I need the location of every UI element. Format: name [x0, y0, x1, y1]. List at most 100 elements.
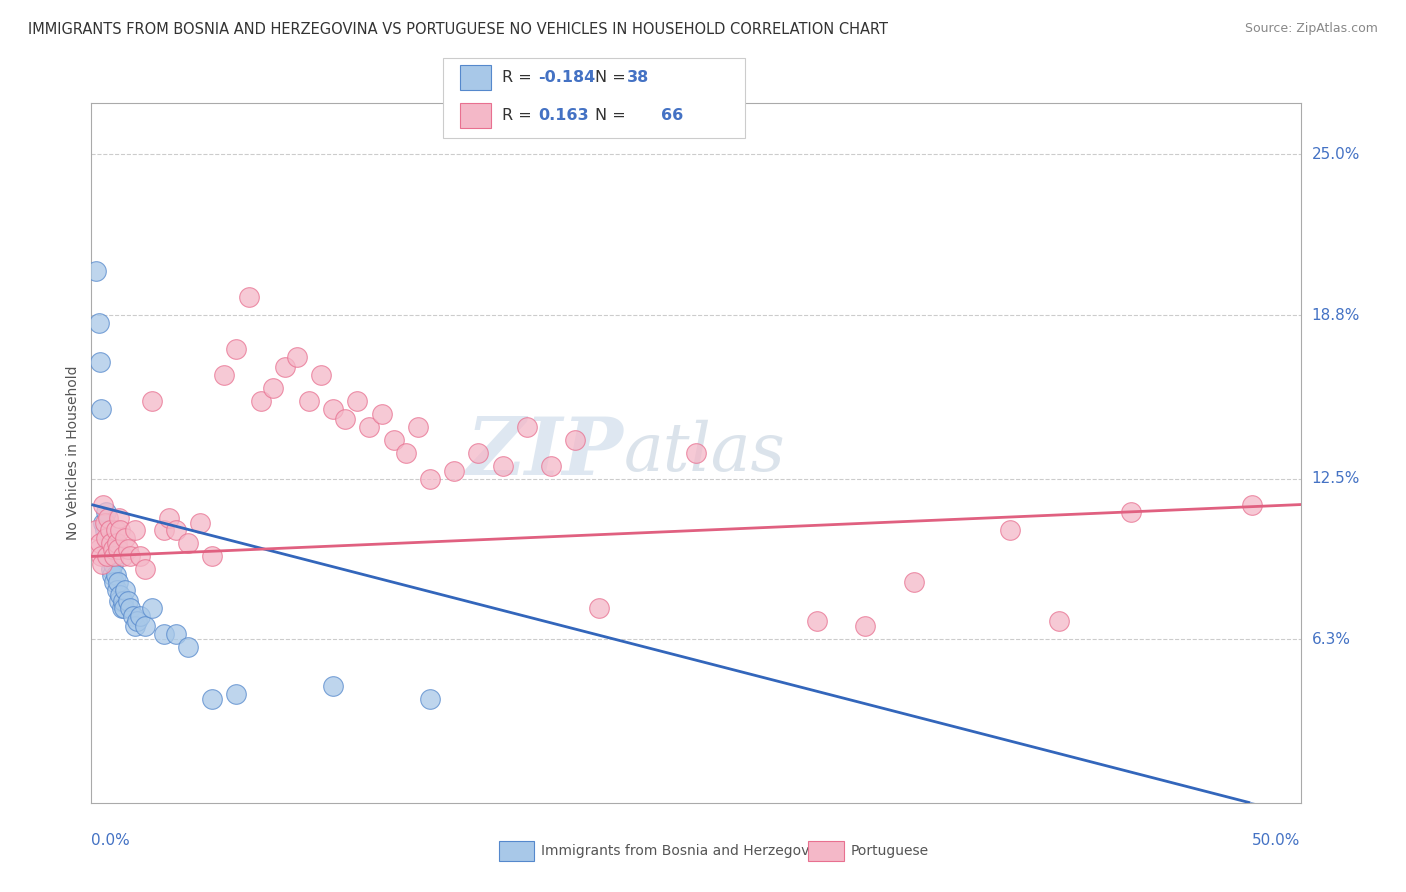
Point — [101, 541, 124, 556]
Point — [93, 516, 115, 530]
Point — [90, 401, 112, 416]
Point — [114, 531, 136, 545]
Point — [153, 524, 176, 538]
Point — [262, 381, 284, 395]
Text: 66: 66 — [661, 109, 683, 123]
Point — [382, 433, 405, 447]
Point — [419, 692, 441, 706]
Point — [120, 549, 142, 564]
Text: 0.0%: 0.0% — [91, 833, 131, 848]
Point — [491, 458, 513, 473]
Point — [97, 549, 120, 564]
Point — [346, 393, 368, 408]
Point — [128, 549, 150, 564]
Point — [114, 583, 136, 598]
Y-axis label: No Vehicles in Household: No Vehicles in Household — [66, 366, 80, 540]
Point — [285, 350, 308, 364]
Point — [117, 593, 139, 607]
Point — [101, 567, 124, 582]
Point — [1000, 524, 1022, 538]
Point — [107, 575, 129, 590]
Point — [104, 524, 127, 538]
Point — [121, 609, 143, 624]
Point — [87, 541, 110, 556]
Point — [94, 505, 117, 519]
Text: 0.163: 0.163 — [538, 109, 589, 123]
Point — [225, 687, 247, 701]
Text: N =: N = — [595, 70, 631, 85]
Point — [120, 601, 142, 615]
Text: Source: ZipAtlas.com: Source: ZipAtlas.com — [1244, 22, 1378, 36]
Point — [105, 583, 128, 598]
Point — [117, 541, 139, 556]
Point — [188, 516, 211, 530]
Point — [141, 601, 163, 615]
Point — [370, 407, 392, 421]
Point — [90, 549, 112, 564]
Text: R =: R = — [502, 70, 537, 85]
Point — [124, 524, 146, 538]
Point — [103, 549, 125, 564]
Point — [322, 679, 344, 693]
Point — [101, 558, 124, 572]
Point — [540, 458, 562, 473]
Point — [1047, 614, 1070, 628]
Text: Immigrants from Bosnia and Herzegovina: Immigrants from Bosnia and Herzegovina — [541, 844, 831, 858]
Point — [443, 464, 465, 478]
Point — [87, 316, 110, 330]
Point — [103, 575, 125, 590]
Point — [111, 593, 134, 607]
Point — [141, 393, 163, 408]
Point — [1241, 498, 1264, 512]
Point — [214, 368, 236, 382]
Text: 25.0%: 25.0% — [1312, 147, 1360, 162]
Text: 18.8%: 18.8% — [1312, 308, 1360, 323]
Point — [105, 536, 128, 550]
Point — [111, 601, 132, 615]
Point — [124, 619, 146, 633]
Point — [153, 627, 176, 641]
Point — [134, 619, 156, 633]
Point — [335, 412, 357, 426]
Point — [104, 567, 127, 582]
Point — [201, 549, 224, 564]
Text: N =: N = — [595, 109, 631, 123]
Point — [238, 290, 260, 304]
Point — [100, 536, 122, 550]
Point — [177, 640, 200, 655]
Point — [201, 692, 224, 706]
Point — [127, 614, 149, 628]
Point — [96, 541, 118, 556]
Point — [274, 360, 297, 375]
Point — [98, 524, 121, 538]
Point — [98, 531, 121, 545]
Point — [84, 524, 107, 538]
Text: 6.3%: 6.3% — [1312, 632, 1351, 647]
Point — [309, 368, 332, 382]
Point — [685, 446, 707, 460]
Text: 50.0%: 50.0% — [1253, 833, 1301, 848]
Point — [93, 498, 115, 512]
Point — [128, 609, 150, 624]
Point — [806, 614, 828, 628]
Point — [93, 516, 115, 530]
Point — [588, 601, 610, 615]
Point — [111, 549, 134, 564]
Point — [419, 472, 441, 486]
Text: ZIP: ZIP — [467, 414, 623, 491]
Point — [112, 601, 135, 615]
Point — [564, 433, 586, 447]
Text: Portuguese: Portuguese — [851, 844, 929, 858]
Text: R =: R = — [502, 109, 537, 123]
Text: -0.184: -0.184 — [538, 70, 596, 85]
Point — [134, 562, 156, 576]
Point — [249, 393, 271, 408]
Point — [94, 531, 117, 545]
Point — [89, 355, 111, 369]
Point — [165, 627, 187, 641]
Point — [516, 419, 538, 434]
Point — [903, 575, 925, 590]
Point — [108, 510, 131, 524]
Point — [157, 510, 180, 524]
Point — [853, 619, 876, 633]
